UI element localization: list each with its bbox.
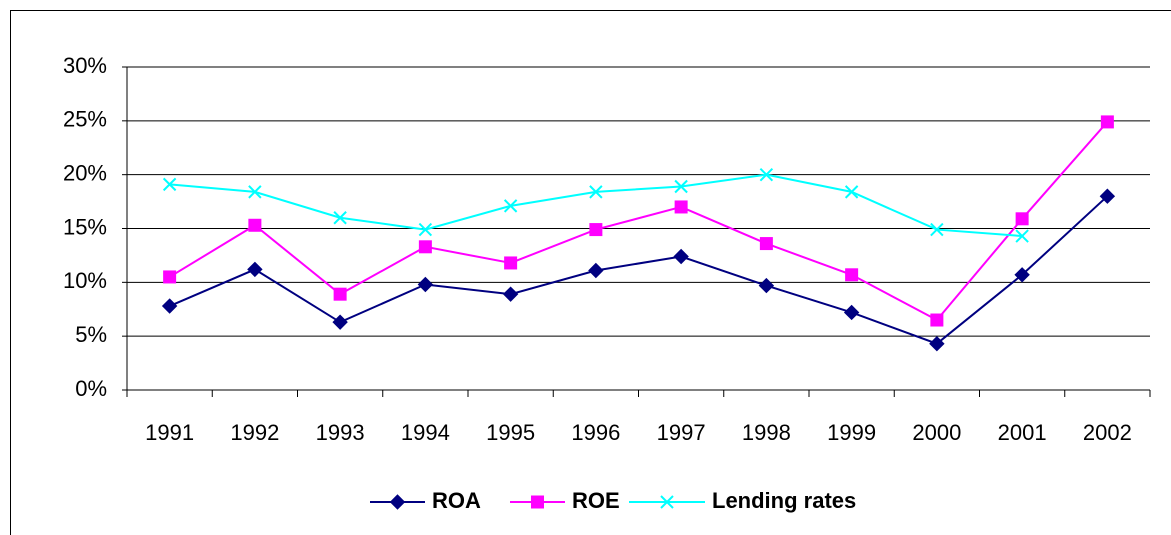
legend-label: ROE	[572, 488, 620, 513]
x-tick-label: 1998	[742, 420, 791, 445]
data-point	[759, 167, 774, 182]
y-tick-label: 25%	[63, 107, 107, 132]
data-point	[673, 248, 689, 265]
x-tick-label: 1993	[316, 420, 365, 445]
data-point	[247, 261, 263, 278]
data-point	[161, 298, 178, 314]
data-point	[1014, 267, 1030, 283]
data-point	[930, 313, 944, 327]
x-tick-label: 1991	[145, 420, 194, 445]
data-point	[930, 222, 944, 237]
y-tick-label: 5%	[75, 322, 107, 347]
x-tick-label: 1995	[486, 420, 535, 445]
x-tick-label: 2001	[998, 420, 1047, 445]
data-point	[418, 240, 432, 254]
y-tick-label: 30%	[63, 53, 107, 78]
data-point	[502, 286, 519, 302]
legend-marker	[531, 495, 544, 509]
series-line	[169, 121, 1109, 322]
data-point	[1100, 115, 1114, 129]
x-tick-label: 2000	[912, 420, 961, 445]
legend-marker	[660, 495, 674, 509]
data-point	[843, 304, 860, 321]
data-point	[674, 200, 688, 214]
y-tick-label: 10%	[63, 268, 107, 293]
data-point	[163, 270, 177, 284]
data-point	[1015, 212, 1029, 226]
chart-frame	[10, 10, 1171, 535]
data-point	[845, 268, 859, 282]
data-point	[1015, 229, 1029, 243]
data-point	[589, 185, 603, 199]
series-line	[169, 195, 1109, 345]
data-point	[589, 223, 603, 237]
data-point	[417, 276, 434, 293]
data-point	[333, 211, 347, 225]
x-tick-label: 1992	[230, 420, 279, 445]
data-point	[674, 179, 688, 194]
x-tick-label: 1996	[571, 420, 620, 445]
data-point	[844, 185, 859, 199]
x-tick-label: 1999	[827, 420, 876, 445]
legend-label: Lending rates	[712, 488, 856, 513]
data-point	[758, 277, 775, 294]
legend-marker	[389, 494, 406, 510]
data-point	[929, 335, 945, 352]
x-tick-label: 1994	[401, 420, 450, 445]
data-point	[588, 262, 604, 279]
data-point	[162, 177, 177, 192]
data-point	[1099, 188, 1116, 204]
data-point	[504, 256, 518, 270]
data-point	[248, 185, 262, 199]
x-tick-label: 1997	[657, 420, 706, 445]
y-tick-label: 15%	[63, 214, 107, 239]
legend-label: ROA	[432, 488, 481, 513]
y-tick-label: 20%	[63, 160, 107, 185]
x-tick-label: 2002	[1083, 420, 1132, 445]
data-point	[503, 199, 518, 213]
data-point	[332, 314, 348, 330]
data-point	[418, 222, 433, 237]
y-tick-label: 0%	[75, 376, 107, 401]
data-point	[248, 218, 262, 232]
data-point	[759, 237, 773, 251]
data-point	[333, 287, 347, 301]
